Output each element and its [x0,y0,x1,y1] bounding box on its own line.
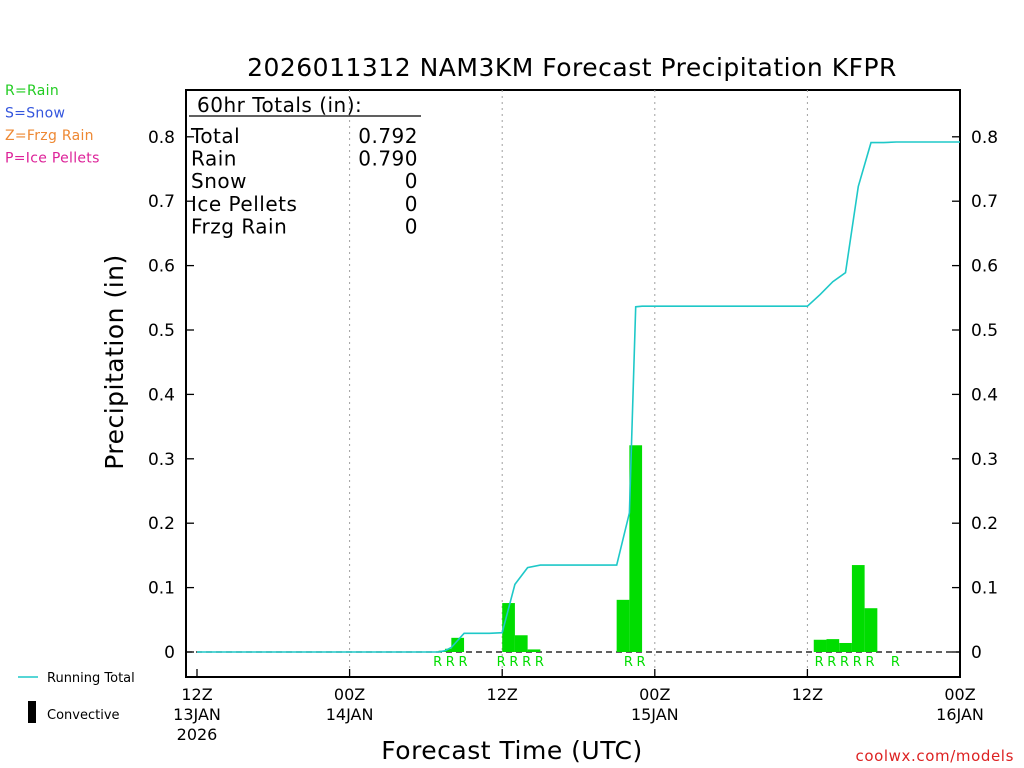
totals-header: 60hr Totals (in): [197,93,362,117]
precip-bar [451,637,465,652]
running-total-legend-label: Running Total [47,671,135,686]
x-tick-label: 00Z [944,685,975,704]
y-axis-title: Precipitation (in) [100,254,129,470]
precip-bar [813,639,827,652]
totals-row-value: 0 [405,192,418,216]
y-tick-label: 0.3 [148,450,175,470]
precip-type-legend-item: S=Snow [5,106,65,122]
y-tick-label: 0.8 [148,128,175,148]
y-tick-label-right: 0.4 [971,385,998,405]
y-tick-label-right: 0.3 [971,450,998,470]
totals-row-label: Ice Pellets [191,192,297,216]
totals-row-value: 0 [405,214,418,238]
precip-type-legend-item: R=Rain [5,83,59,99]
precip-type-marker: R [815,655,824,670]
totals-row-value: 0.790 [358,147,418,171]
y-tick-label-right: 0.2 [971,514,998,534]
precip-bar [514,635,528,652]
x-tick-label: 16JAN [936,705,984,724]
precip-type-legend-item: Z=Frzg Rain [5,128,94,144]
y-tick-label-right: 0.6 [971,257,998,277]
y-tick-label: 0.1 [148,579,175,599]
convective-legend-swatch [28,701,36,723]
chart-title: 2026011312 NAM3KM Forecast Precipitation… [247,53,897,82]
precip-type-legend: R=Rain S=Snow Z=Frzg Rain P=Ice Pellets [5,83,100,167]
x-tick-label: 12Z [792,685,823,704]
precip-bar [502,603,515,652]
y-tick-label-right: 0 [971,643,982,663]
x-axis-title: Forecast Time (UTC) [381,736,642,765]
convective-legend-label: Convective [47,708,120,723]
precip-type-marker: R [459,655,468,670]
precip-type-marker: R [827,655,836,670]
credit-text: coolwx.com/models [856,747,1015,765]
precip-bar [864,608,878,652]
y-tick-label: 0.5 [148,321,175,341]
totals-box: 60hr Totals (in): Total 0.792 Rain 0.790 Sno… [189,93,421,238]
precip-type-marker: R [446,655,455,670]
totals-row-label: Total [190,124,240,148]
precip-type-marker: R [624,655,633,670]
x-tick-label: 00Z [639,685,670,704]
y-tick-label-right: 0.7 [971,192,998,212]
totals-row-label: Rain [191,147,237,171]
gridlines [349,90,808,677]
series-legend: Running Total Convective [18,671,135,723]
x-tick-label: 12Z [181,685,212,704]
precip-bar [527,649,541,652]
y-axis-right: 0 0.1 0.2 0.3 0.4 0.5 0.6 0.7 0.8 [952,128,998,663]
precip-bar [616,599,630,652]
plot-frame [185,89,961,678]
x-tick-label: 00Z [334,685,365,704]
y-tick-label: 0.2 [148,514,175,534]
precip-type-marker: R [891,655,900,670]
y-tick-label-right: 0.8 [971,128,998,148]
precip-type-marker: R [535,655,544,670]
x-tick-label: 14JAN [326,705,374,724]
precip-type-marker: R [840,655,849,670]
x-tick-label: 2026 [177,725,218,744]
precip-bar [851,565,865,652]
precip-type-marker: R [865,655,874,670]
x-tick-label: 15JAN [631,705,679,724]
precip-bar [839,642,852,652]
precip-bar [826,639,840,652]
y-tick-label: 0.4 [148,385,175,405]
totals-row-value: 0.792 [358,124,418,148]
precip-type-legend-item: P=Ice Pellets [5,151,100,167]
precip-type-marker: R [522,655,531,670]
y-tick-label: 0 [164,643,175,663]
y-tick-label: 0.7 [148,192,175,212]
precip-bars [438,445,878,652]
x-tick-label: 12Z [487,685,518,704]
totals-row-label: Snow [191,169,247,193]
x-tick-label: 13JAN [173,705,221,724]
y-tick-label: 0.6 [148,257,175,277]
y-tick-label-right: 0.5 [971,321,998,341]
running-total-line [197,141,960,653]
precip-bar [629,445,643,652]
y-axis-left: 0 0.1 0.2 0.3 0.4 0.5 0.6 0.7 0.8 [148,128,194,663]
y-tick-label-right: 0.1 [971,579,998,599]
totals-row-value: 0 [405,169,418,193]
precip-type-marker: R [853,655,862,670]
precip-type-marker: R [637,655,646,670]
precip-type-marker: R [497,655,506,670]
precip-type-marker: R [509,655,518,670]
precip-type-marker: R [433,655,442,670]
totals-row-label: Frzg Rain [191,214,287,238]
